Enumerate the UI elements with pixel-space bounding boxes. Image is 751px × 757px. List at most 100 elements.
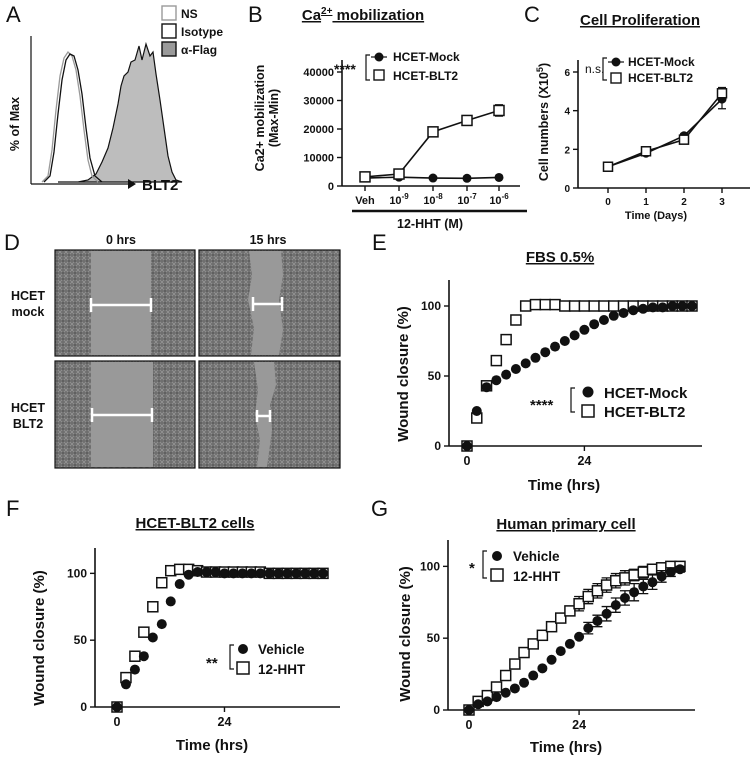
data-point bbox=[156, 576, 168, 589]
panel-e-plot bbox=[461, 298, 698, 452]
xtick-label: 24 bbox=[572, 718, 586, 732]
panel-g-significance: * bbox=[469, 560, 475, 577]
data-point bbox=[665, 567, 676, 578]
panel-e-significance: **** bbox=[530, 397, 554, 414]
panel-c-xticks: 0 1 2 3 bbox=[605, 188, 725, 208]
data-point bbox=[138, 651, 149, 662]
data-point bbox=[493, 104, 505, 117]
histogram-isotype bbox=[43, 53, 103, 183]
panel-b-significance: **** bbox=[334, 61, 356, 77]
panel-f-legend-label-12hht: 12-HHT bbox=[258, 662, 306, 677]
data-point bbox=[618, 308, 629, 318]
panel-d-row-label-0a: HCET bbox=[11, 289, 45, 303]
data-point bbox=[201, 567, 212, 578]
ytick-label: 50 bbox=[428, 369, 442, 383]
data-point bbox=[273, 568, 284, 579]
data-point bbox=[129, 650, 141, 662]
panel-g-legend-label-vehicle: Vehicle bbox=[513, 549, 560, 564]
data-point bbox=[529, 298, 542, 311]
data-point bbox=[228, 568, 239, 579]
panel-g: G Human primary cell Wound closure (%) 0… bbox=[371, 496, 695, 756]
panel-letter-d: D bbox=[4, 230, 20, 255]
panel-d-col-label-0: 0 hrs bbox=[106, 233, 136, 247]
ytick-label: 100 bbox=[420, 559, 440, 573]
data-point bbox=[536, 629, 549, 642]
ytick-label: 0 bbox=[328, 181, 334, 193]
data-point bbox=[716, 88, 728, 99]
data-point bbox=[501, 369, 512, 380]
data-point bbox=[588, 300, 600, 312]
panel-letter-f: F bbox=[6, 496, 19, 521]
series-line-1 bbox=[364, 109, 500, 178]
panel-letter-c: C bbox=[524, 2, 540, 27]
xtick-label: 10-9 bbox=[389, 192, 409, 207]
panel-e-legend-marker-mock bbox=[582, 386, 594, 398]
data-point bbox=[491, 692, 502, 703]
panel-c-bracket bbox=[602, 57, 607, 81]
data-point bbox=[112, 702, 122, 712]
data-point bbox=[264, 568, 275, 579]
data-point bbox=[291, 568, 302, 579]
data-point bbox=[471, 406, 482, 416]
data-point bbox=[490, 681, 503, 693]
data-point bbox=[610, 600, 621, 611]
data-point bbox=[578, 300, 591, 312]
histogram-ns bbox=[41, 50, 99, 183]
ytick-label: 4 bbox=[564, 107, 570, 118]
panel-f-plot bbox=[111, 563, 329, 713]
data-point bbox=[527, 638, 539, 650]
panel-b-title-rest: mobilization bbox=[332, 7, 424, 24]
data-point bbox=[519, 677, 530, 688]
data-point bbox=[640, 146, 652, 157]
panel-c-yticks: 0 2 4 6 bbox=[564, 68, 578, 195]
data-point bbox=[300, 568, 311, 579]
panel-b-legend-label-blt2: HCET-BLT2 bbox=[393, 69, 458, 83]
ytick-label: 0 bbox=[80, 700, 87, 714]
data-point bbox=[559, 336, 570, 346]
panel-c: C Cell Proliferation Cell numbers (X105)… bbox=[524, 2, 750, 222]
data-point bbox=[462, 441, 472, 451]
panel-f-ylabel: Wound closure (%) bbox=[31, 570, 48, 706]
xtick-label: 0 bbox=[114, 715, 121, 729]
data-point bbox=[120, 679, 131, 690]
panel-a-ylabel: % of Max bbox=[8, 97, 22, 151]
xtick-label: 2 bbox=[681, 197, 687, 208]
panel-b: B Ca2+ mobilization Ca2+ mobilization (M… bbox=[248, 2, 527, 231]
micrograph-mock-0h bbox=[54, 249, 196, 357]
data-point bbox=[462, 173, 472, 183]
data-point bbox=[461, 114, 473, 127]
data-point bbox=[602, 161, 614, 172]
panel-b-legend-marker-blt2 bbox=[373, 69, 385, 81]
panel-g-xlabel: Time (hrs) bbox=[530, 739, 602, 756]
data-point bbox=[359, 171, 371, 183]
data-point bbox=[509, 658, 521, 670]
xtick-label: 1 bbox=[643, 197, 649, 208]
xtick-label: 10-6 bbox=[489, 192, 509, 207]
data-point bbox=[309, 568, 320, 579]
data-point bbox=[428, 173, 438, 183]
micrograph-blt2-0h bbox=[54, 360, 196, 469]
panel-c-significance: n.s. bbox=[585, 62, 604, 76]
panel-f-legend-marker-vehicle bbox=[238, 644, 248, 654]
data-point bbox=[647, 577, 658, 588]
panel-e-xticks: 0 24 bbox=[464, 446, 591, 468]
data-point bbox=[678, 134, 690, 145]
data-point bbox=[677, 301, 688, 311]
xtick-label: Veh bbox=[355, 195, 375, 207]
panel-g-title: Human primary cell bbox=[496, 516, 635, 533]
xtick-label-base: 10 bbox=[489, 195, 501, 207]
panel-f-bracket bbox=[229, 644, 234, 670]
panel-f-xticks: 0 24 bbox=[114, 707, 231, 729]
panel-g-legend-marker-12hht bbox=[490, 568, 504, 582]
panel-d-col-label-1: 15 hrs bbox=[250, 233, 287, 247]
data-point bbox=[427, 126, 439, 138]
panel-e-legend-label-mock: HCET-Mock bbox=[604, 385, 688, 402]
micrograph-mock-15h bbox=[198, 249, 341, 357]
legend-swatch-ns bbox=[161, 5, 177, 21]
data-point bbox=[569, 330, 580, 341]
panel-a: A % of Max BLT2 NS Isotype α-Flag bbox=[6, 2, 223, 194]
xtick-label-base: 10 bbox=[389, 195, 401, 207]
ytick-label: 100 bbox=[67, 566, 87, 580]
data-point bbox=[219, 568, 230, 579]
